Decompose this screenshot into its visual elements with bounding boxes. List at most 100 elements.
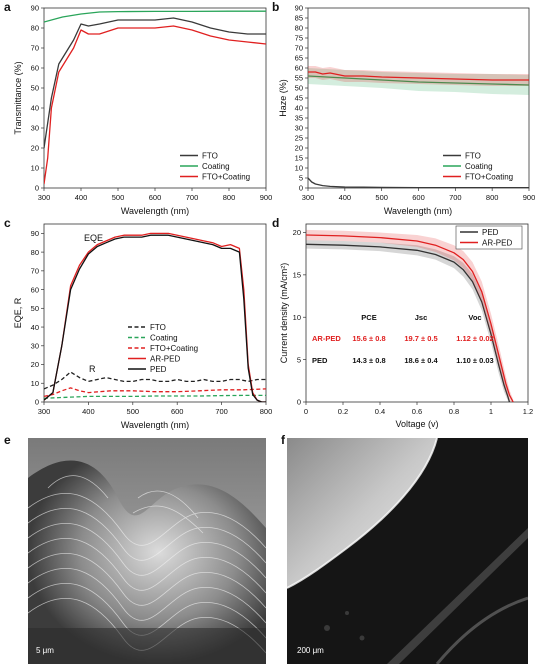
y-tick-label: 30 — [31, 124, 39, 133]
x-tick-label: 600 — [412, 193, 425, 202]
x-tick-label: 500 — [112, 193, 125, 202]
table-header: Voc — [468, 313, 481, 322]
x-tick-label: 500 — [375, 193, 388, 202]
table-cell: 18.6 ± 0.4 — [404, 356, 438, 365]
table-row-label: AR-PED — [312, 334, 341, 343]
y-tick-label: 10 — [293, 313, 301, 322]
y-tick-label: 65 — [295, 54, 303, 63]
table-cell: 1.10 ± 0.03 — [456, 356, 493, 365]
y-tick-label: 0 — [297, 398, 301, 407]
sem-image-f: 200 μm — [287, 438, 528, 664]
y-tick-label: 60 — [31, 64, 39, 73]
y-tick-label: 20 — [293, 228, 301, 237]
y-tick-label: 20 — [31, 144, 39, 153]
x-tick-label: 700 — [186, 193, 199, 202]
y-tick-label: 5 — [297, 355, 301, 364]
y-axis-label-c: EQE, R — [13, 297, 23, 328]
series-ped — [44, 234, 266, 402]
series-fto — [308, 177, 529, 188]
y-tick-label: 30 — [295, 124, 303, 133]
y-tick-label: 90 — [295, 4, 303, 13]
band-ped — [306, 240, 510, 402]
x-tick-label: 700 — [215, 407, 228, 416]
y-tick-label: 40 — [31, 104, 39, 113]
sem-image-e: 5 μm — [28, 438, 266, 664]
x-axis-label-d: Voltage (v) — [395, 419, 438, 429]
y-tick-label: 75 — [295, 34, 303, 43]
x-axis-label-b: Wavelength (nm) — [384, 206, 452, 216]
legend-label-fto-coating: FTO+Coating — [465, 173, 513, 182]
x-tick-label: 300 — [38, 193, 51, 202]
chart-c: 300 400 500 600 700 800 0 10 20 30 40 50 60 70 80 90 FTO… — [13, 223, 273, 430]
series-coating — [44, 394, 266, 399]
band-fto-coating — [308, 66, 529, 86]
y-tick-label: 5 — [299, 174, 303, 183]
y-axis-label-a: Transmittance (%) — [13, 61, 23, 134]
y-tick-label: 60 — [31, 285, 39, 294]
panel-letter-e: e — [4, 433, 11, 447]
legend-label-fto-coating: FTO+Coating — [150, 344, 198, 353]
panel-letter-d: d — [272, 216, 279, 230]
y-tick-label: 25 — [295, 134, 303, 143]
table-cell: 1.12 ± 0.02 — [456, 334, 493, 343]
legend-label-ar-ped: AR-PED — [482, 239, 512, 248]
panel-letter-c: c — [4, 216, 11, 230]
y-tick-label: 30 — [31, 341, 39, 350]
plot-frame-a — [43, 7, 267, 189]
y-tick-label: 50 — [295, 84, 303, 93]
legend-label-fto: FTO — [202, 152, 218, 161]
y-tick-label: 40 — [31, 323, 39, 332]
x-tick-label: 1.2 — [523, 407, 533, 416]
chart-b: 300 400 500 600 700 800 9000510152025303540455… — [278, 4, 535, 216]
x-tick-label: 900 — [260, 193, 273, 202]
y-tick-label: 60 — [295, 64, 303, 73]
series-coating — [308, 75, 529, 86]
legend-label-ped: PED — [482, 228, 499, 237]
annotation-r: R — [89, 364, 96, 374]
x-tick-label: 800 — [260, 407, 273, 416]
legend-label-coating: Coating — [465, 162, 493, 171]
y-tick-label: 10 — [31, 379, 39, 388]
y-tick-label: 10 — [31, 164, 39, 173]
x-tick-label: 400 — [75, 193, 88, 202]
y-tick-label: 70 — [31, 44, 39, 53]
x-tick-label: 800 — [486, 193, 499, 202]
x-tick-label: 300 — [38, 407, 51, 416]
y-tick-label: 50 — [31, 84, 39, 93]
table-cell: 19.7 ± 0.5 — [404, 334, 437, 343]
y-tick-label: 0 — [35, 184, 39, 193]
x-tick-label: 800 — [223, 193, 236, 202]
series-fto-coating — [308, 71, 529, 81]
x-tick-label: 1 — [489, 407, 493, 416]
band-ar-ped — [306, 229, 514, 402]
x-tick-label: 0.4 — [375, 407, 385, 416]
x-tick-label: 600 — [171, 407, 184, 416]
y-tick-label: 50 — [31, 304, 39, 313]
panel-letter-a: a — [4, 0, 11, 14]
y-tick-label: 90 — [31, 4, 39, 13]
x-axis-label-a: Wavelength (nm) — [121, 206, 189, 216]
scale-bar-f: 200 μm — [297, 646, 324, 655]
y-tick-label: 70 — [295, 44, 303, 53]
x-tick-label: 900 — [523, 193, 536, 202]
plot-frame-b — [307, 7, 530, 189]
x-tick-label: 400 — [82, 407, 95, 416]
series-fto — [44, 17, 266, 149]
y-tick-label: 80 — [31, 248, 39, 257]
series-fto — [44, 371, 266, 390]
series-ar-ped — [306, 234, 514, 402]
y-tick-label: 15 — [295, 154, 303, 163]
x-tick-label: 0.6 — [412, 407, 422, 416]
series-fto-coating — [44, 25, 266, 185]
y-tick-label: 35 — [295, 114, 303, 123]
x-tick-label: 600 — [149, 193, 162, 202]
x-tick-label: 700 — [449, 193, 462, 202]
plot-frame-c — [43, 223, 267, 403]
legend-label-coating: Coating — [202, 162, 230, 171]
series-coating — [44, 10, 266, 23]
scale-bar-e: 5 μm — [36, 646, 54, 655]
chart-a: 300 400 500 600 700 800 900 0 10 20 30 40 50 60 70 80 90… — [13, 4, 272, 216]
x-tick-label: 0.2 — [338, 407, 348, 416]
y-tick-label: 80 — [295, 24, 303, 33]
